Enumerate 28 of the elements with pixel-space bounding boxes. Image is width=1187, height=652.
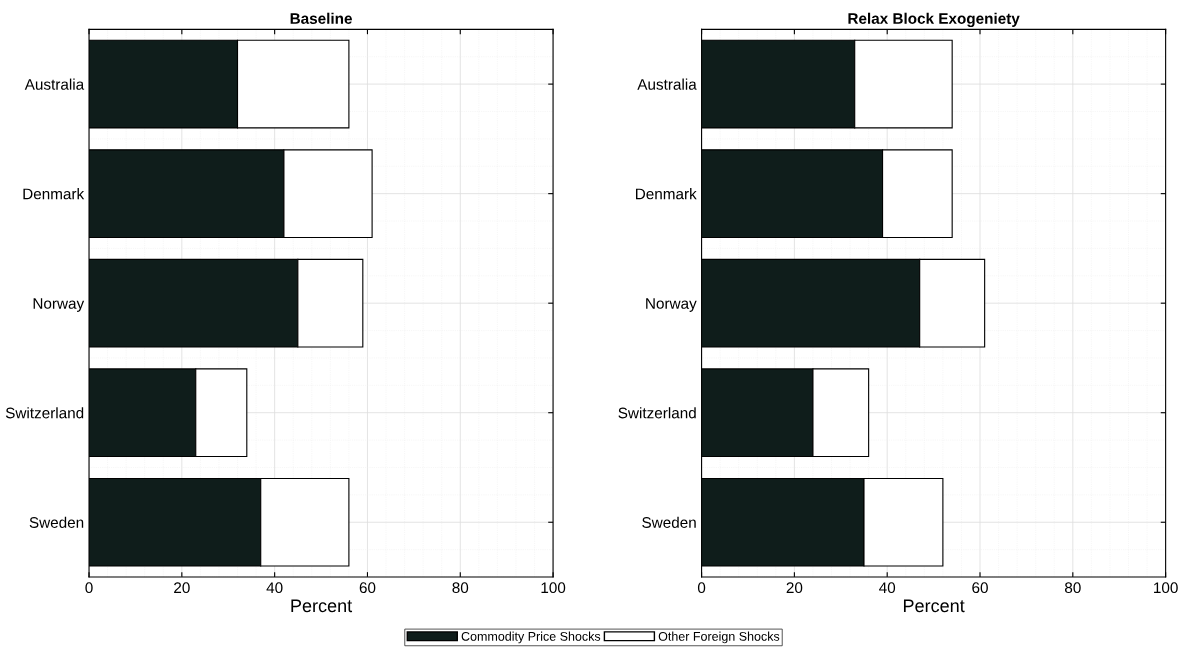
- x-tick-label: 80: [1064, 582, 1081, 594]
- y-tick-label: Norway: [33, 298, 85, 312]
- y-tick-label: Denmark: [23, 188, 85, 200]
- x-tick-label: 20: [786, 582, 803, 594]
- x-tick-label: 100: [1154, 582, 1178, 594]
- x-tick-label: 40: [266, 582, 283, 594]
- x-tick-label: 100: [541, 582, 566, 594]
- x-tick-label: 60: [972, 582, 988, 594]
- y-tick-label: Sweden: [642, 516, 696, 528]
- x-axis-title: Percent: [291, 599, 353, 613]
- y-tick-label: Switzerland: [5, 407, 84, 419]
- x-tick-label: 20: [174, 582, 190, 594]
- x-tick-label: 0: [697, 582, 706, 594]
- y-tick-label: Norway: [646, 298, 697, 312]
- x-tick-label: 40: [879, 582, 896, 594]
- x-tick-label: 0: [85, 582, 93, 594]
- y-tick-label: Denmark: [636, 188, 697, 200]
- y-tick-label: Australia: [637, 78, 697, 90]
- legend-label: Other Foreign Shocks: [658, 631, 780, 644]
- chart-title: Relax Block Exogeniety: [848, 12, 1020, 28]
- legend-label: Commodity Price Shocks: [461, 631, 601, 644]
- y-tick-label: Switzerland: [618, 407, 696, 419]
- chart-title: Baseline: [290, 12, 352, 24]
- x-tick-label: 60: [359, 582, 376, 594]
- y-tick-label: Australia: [24, 78, 85, 90]
- x-tick-label: 80: [452, 582, 469, 594]
- x-axis-title: Percent: [903, 599, 965, 613]
- y-tick-label: Sweden: [29, 516, 84, 528]
